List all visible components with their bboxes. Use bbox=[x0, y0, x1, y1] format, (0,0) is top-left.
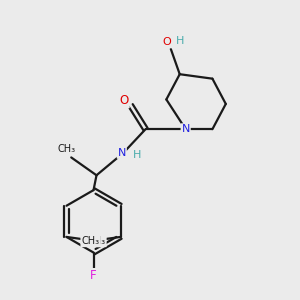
Text: O: O bbox=[119, 94, 129, 107]
Text: F: F bbox=[90, 269, 97, 282]
Text: O: O bbox=[163, 38, 171, 47]
Text: H: H bbox=[176, 36, 184, 46]
Text: N: N bbox=[182, 124, 190, 134]
Text: CH₃: CH₃ bbox=[81, 236, 99, 246]
Text: CH₃: CH₃ bbox=[58, 144, 76, 154]
Text: N: N bbox=[118, 148, 126, 158]
Text: CH₃: CH₃ bbox=[88, 236, 106, 246]
Text: H: H bbox=[132, 150, 141, 160]
